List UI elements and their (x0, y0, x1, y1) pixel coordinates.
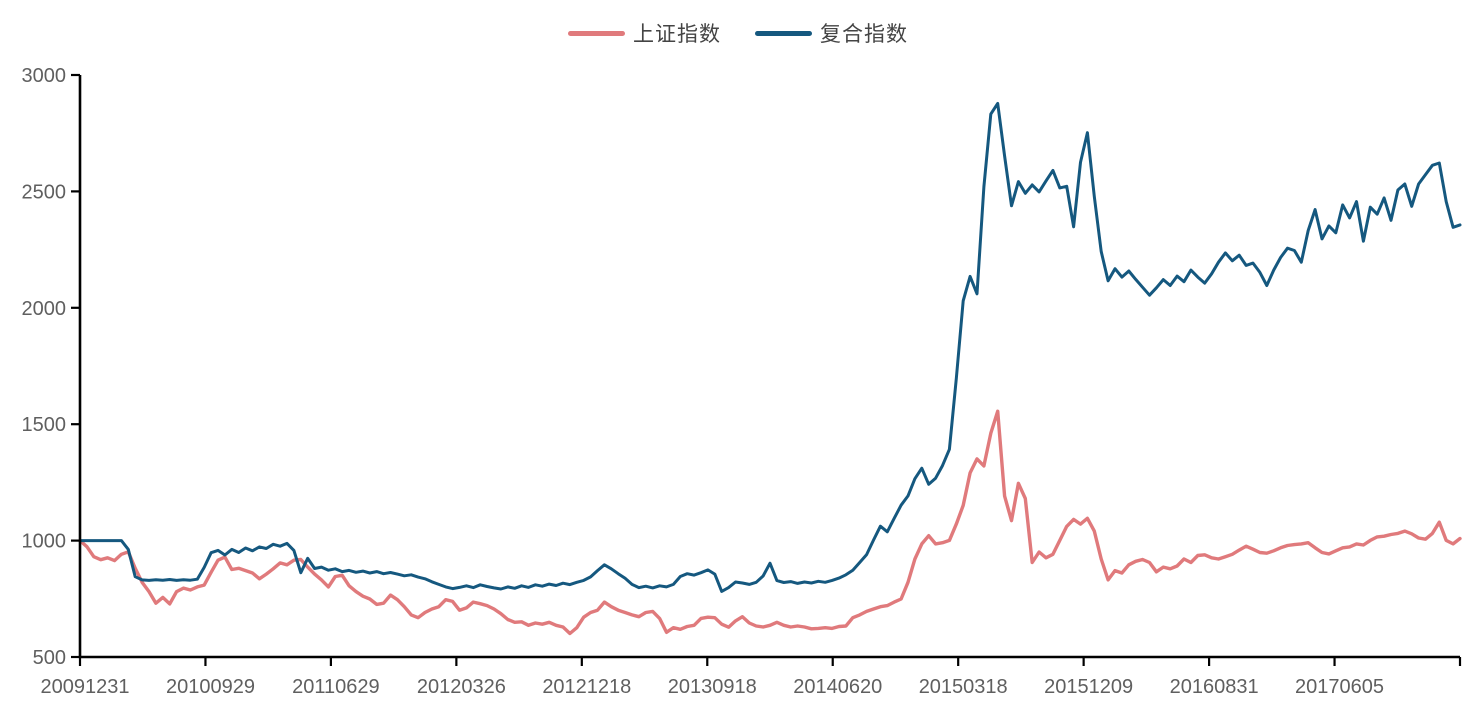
x-tick-label: 20120326 (417, 676, 506, 698)
composite-index-series-line (78, 101, 1462, 593)
x-tick-label: 20130918 (668, 676, 757, 698)
x-tick-label: 20140620 (793, 676, 882, 698)
y-tick-label: 500 (33, 647, 66, 669)
y-tick-label: 3000 (22, 65, 67, 87)
x-tick-label: 20100929 (166, 676, 255, 698)
x-tick-label: 20151209 (1044, 676, 1133, 698)
composite-index-line-swatch-icon (755, 30, 812, 36)
y-tick-label: 2000 (22, 298, 67, 320)
chart-legend: 上证指数 复合指数 (0, 18, 1476, 48)
y-tick-label: 1500 (22, 414, 67, 436)
y-tick-label: 1000 (22, 531, 67, 553)
legend-item-sse-index: 上证指数 (568, 18, 721, 48)
x-tick-label: 20150318 (919, 676, 1008, 698)
legend-label-sse-index: 上证指数 (633, 23, 721, 46)
x-tick-label: 20160831 (1170, 676, 1259, 698)
x-tick-label: 20110629 (292, 676, 380, 698)
x-tick-label: 20121218 (542, 676, 631, 698)
sse-index-line-swatch-icon (568, 30, 625, 36)
y-tick-label: 2500 (22, 181, 67, 203)
sse-index-series-line (78, 409, 1462, 636)
legend-label-composite-index: 复合指数 (820, 23, 908, 46)
x-tick-label: 20091231 (41, 676, 130, 698)
legend-item-composite-index: 复合指数 (755, 18, 908, 48)
x-tick-label: 20170605 (1295, 676, 1384, 698)
